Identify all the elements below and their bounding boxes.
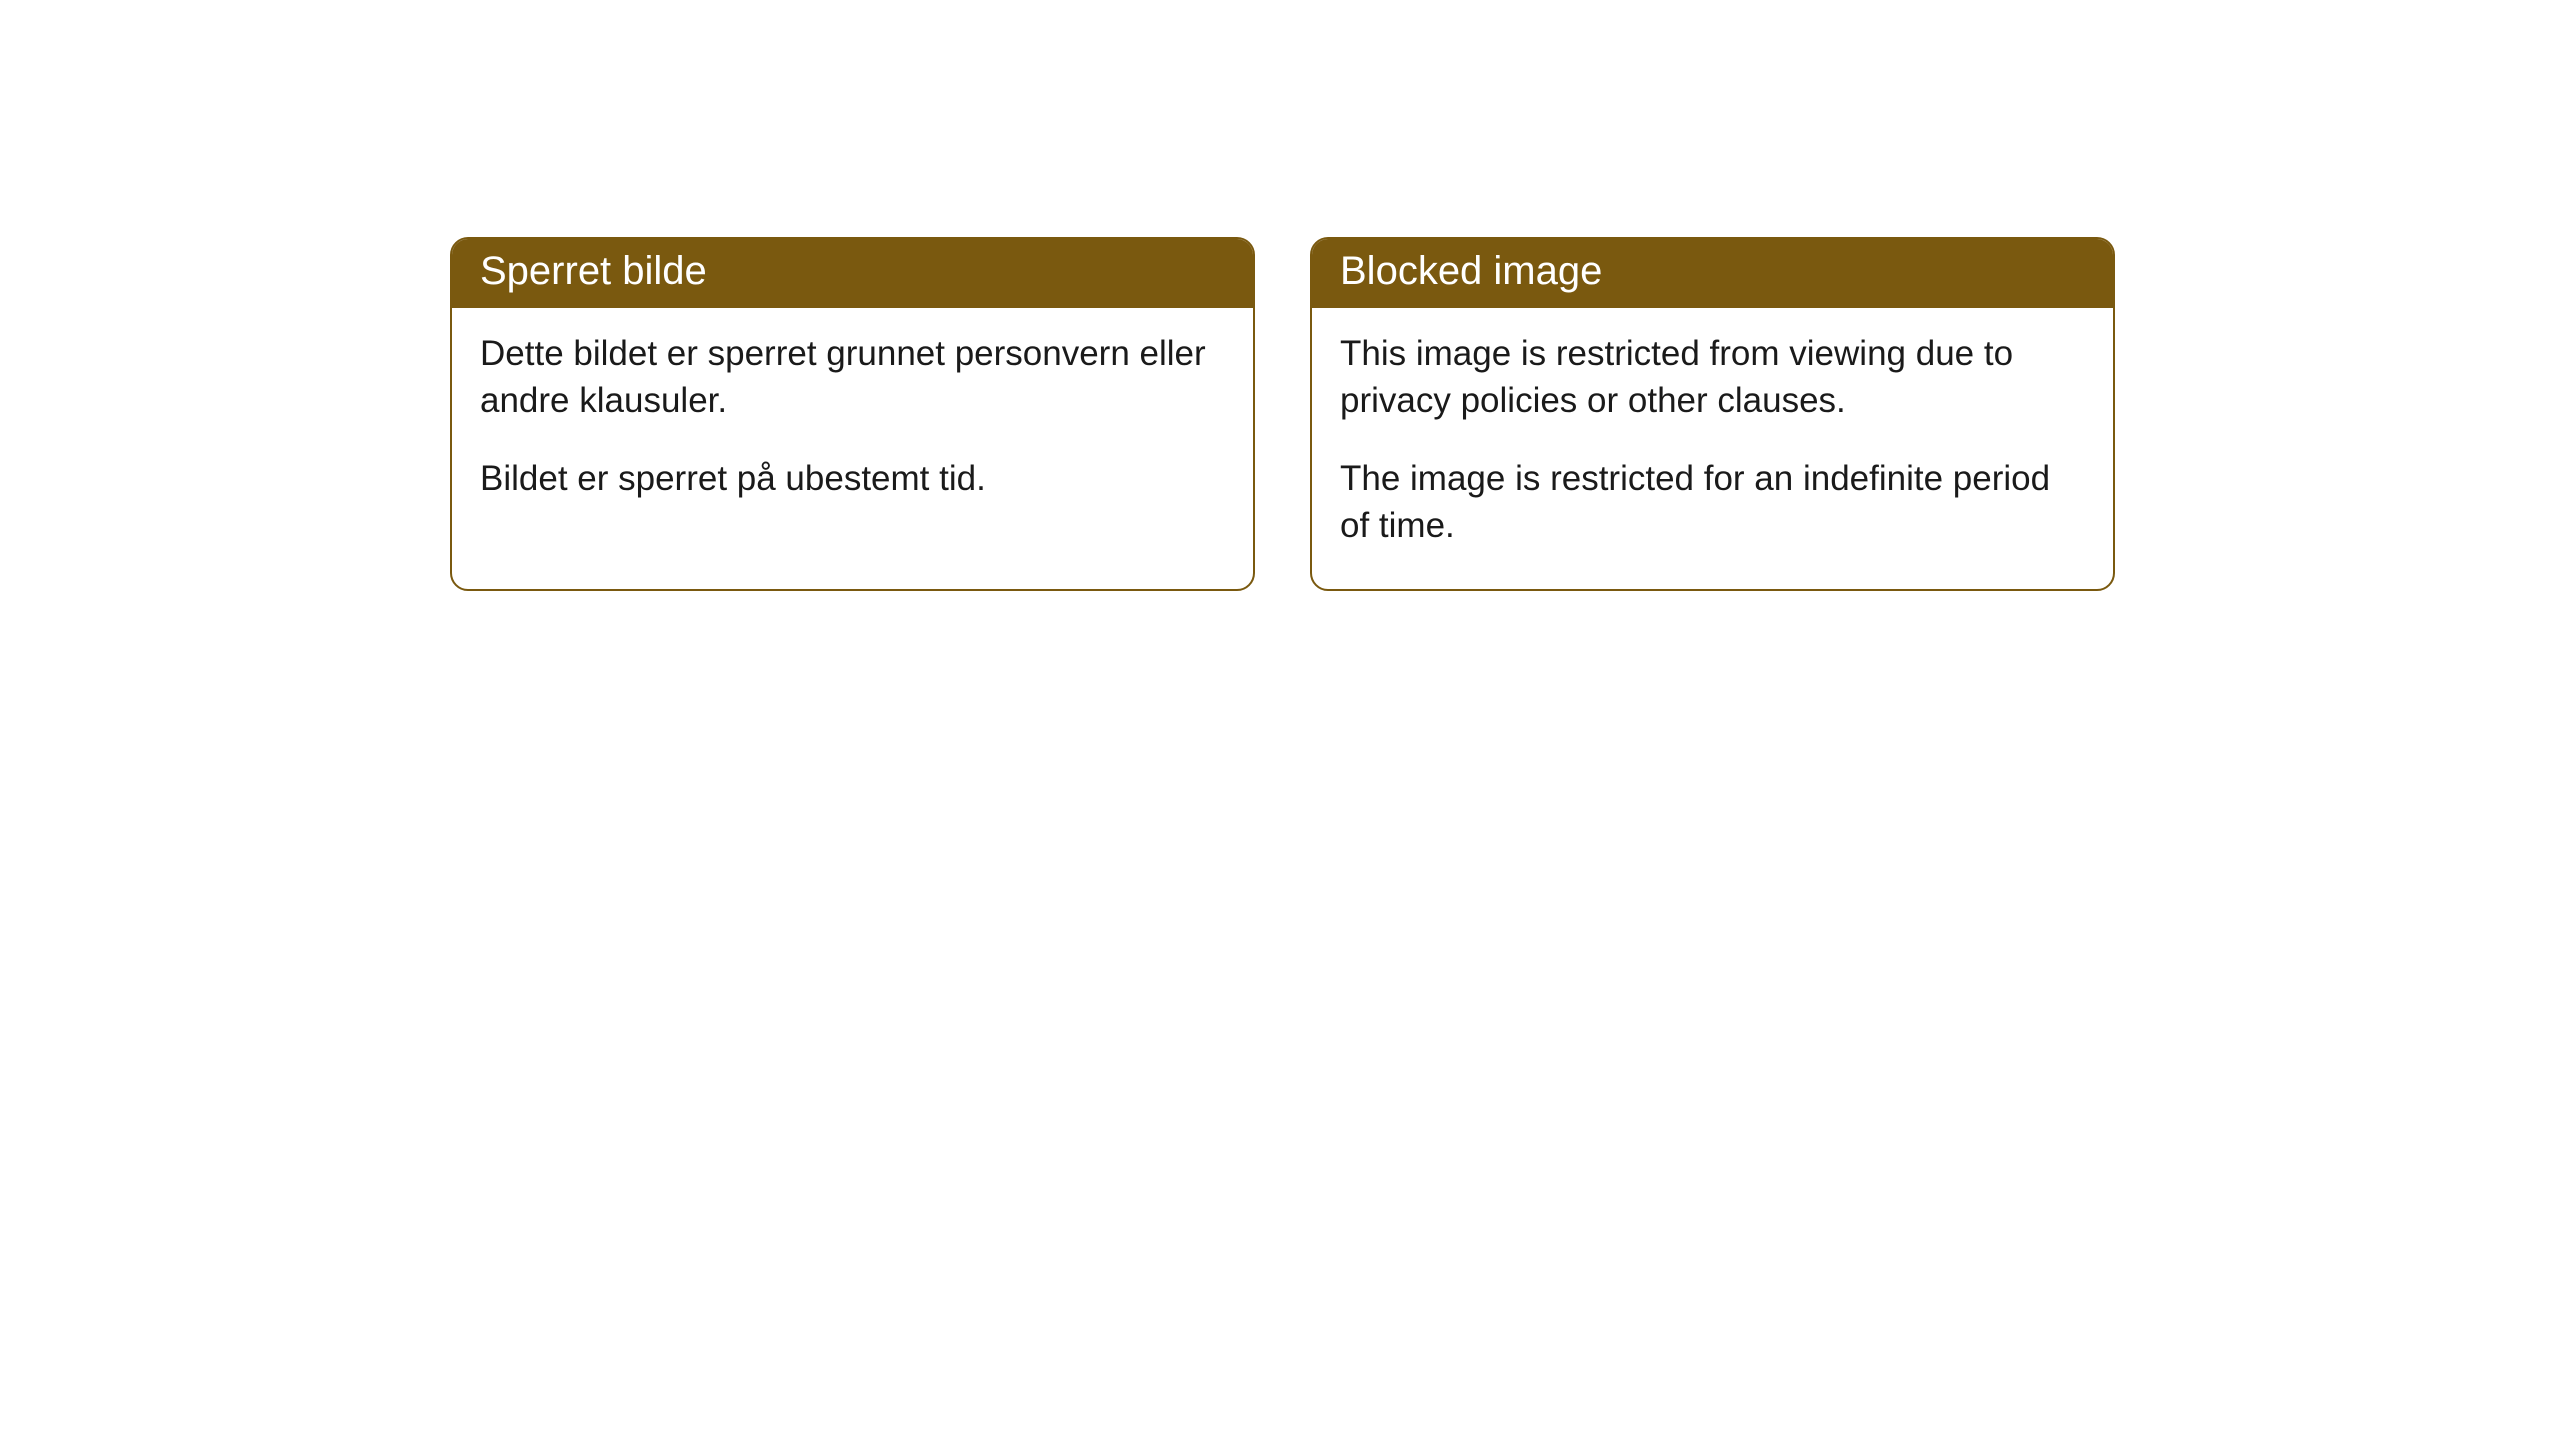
- notice-container: Sperret bilde Dette bildet er sperret gr…: [450, 237, 2115, 591]
- card-body-english: This image is restricted from viewing du…: [1312, 308, 2113, 589]
- card-body-norwegian: Dette bildet er sperret grunnet personve…: [452, 308, 1253, 542]
- notice-card-english: Blocked image This image is restricted f…: [1310, 237, 2115, 591]
- card-paragraph: Bildet er sperret på ubestemt tid.: [480, 455, 1225, 502]
- notice-card-norwegian: Sperret bilde Dette bildet er sperret gr…: [450, 237, 1255, 591]
- card-paragraph: Dette bildet er sperret grunnet personve…: [480, 330, 1225, 425]
- card-title: Blocked image: [1340, 249, 1602, 293]
- card-paragraph: The image is restricted for an indefinit…: [1340, 455, 2085, 550]
- card-title: Sperret bilde: [480, 249, 707, 293]
- card-header-english: Blocked image: [1312, 239, 2113, 308]
- card-paragraph: This image is restricted from viewing du…: [1340, 330, 2085, 425]
- card-header-norwegian: Sperret bilde: [452, 239, 1253, 308]
